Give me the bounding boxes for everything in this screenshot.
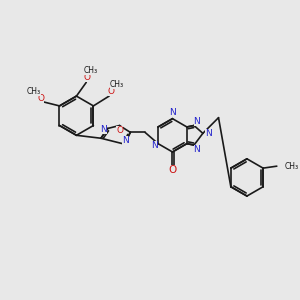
Text: CH₃: CH₃ [110,80,124,89]
Text: N: N [122,136,129,145]
Text: O: O [168,165,177,175]
Text: CH₃: CH₃ [27,87,41,96]
Text: N: N [205,129,212,138]
Text: CH₃: CH₃ [84,66,98,75]
Text: N: N [194,117,200,126]
Text: CH₃: CH₃ [285,162,299,171]
Text: O: O [116,126,123,135]
Text: N: N [194,145,200,154]
Text: N: N [151,141,158,150]
Text: O: O [107,87,115,96]
Text: N: N [169,108,176,117]
Text: N: N [100,125,107,134]
Text: O: O [37,94,44,103]
Text: O: O [84,73,91,82]
